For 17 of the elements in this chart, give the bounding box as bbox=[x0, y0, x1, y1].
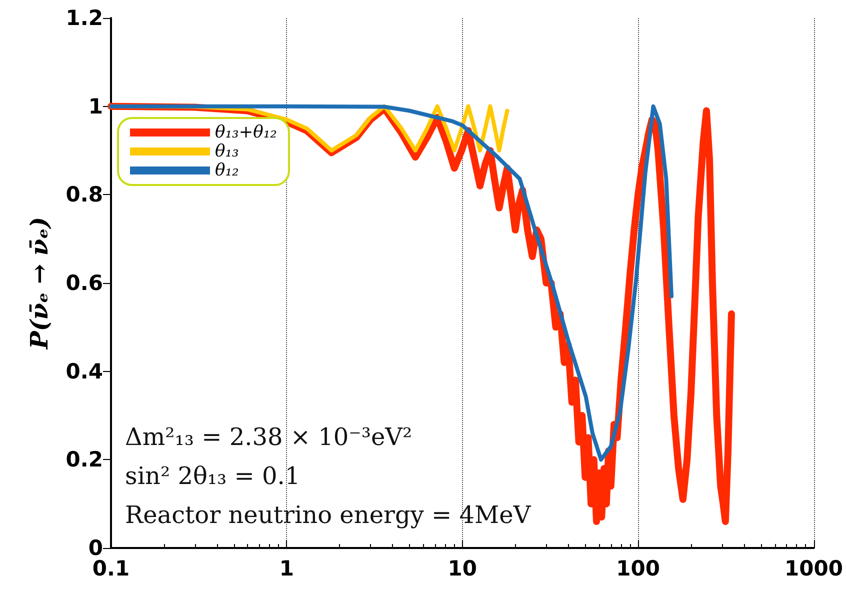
y-axis-title: P(ν̄ₑ → ν̄ₑ) bbox=[24, 216, 54, 350]
y-tick-label: 0.8 bbox=[66, 182, 103, 207]
y-tick-label: 1.2 bbox=[66, 6, 103, 30]
y-tick-label: 0.6 bbox=[66, 271, 103, 295]
legend-label: θ₁₃ bbox=[215, 142, 240, 162]
y-tick-label: 1 bbox=[88, 94, 103, 118]
annotation: sin² 2θ₁₃ = 0.1 bbox=[125, 462, 300, 490]
x-tick-label: 1000 bbox=[784, 556, 844, 580]
legend-label: θ₁₂ bbox=[215, 160, 240, 180]
annotation: Reactor neutrino energy = 4MeV bbox=[125, 501, 532, 529]
x-tick-label: 1 bbox=[279, 556, 294, 580]
x-tick-label: 10 bbox=[448, 556, 478, 580]
annotation: Δm²₁₃ = 2.38 × 10⁻³eV² bbox=[125, 423, 412, 451]
x-tick-label: 100 bbox=[616, 556, 660, 580]
y-tick-label: 0.2 bbox=[66, 448, 103, 472]
legend-label: θ₁₃+θ₁₂ bbox=[215, 122, 278, 142]
y-tick-label: 0.4 bbox=[66, 359, 103, 384]
